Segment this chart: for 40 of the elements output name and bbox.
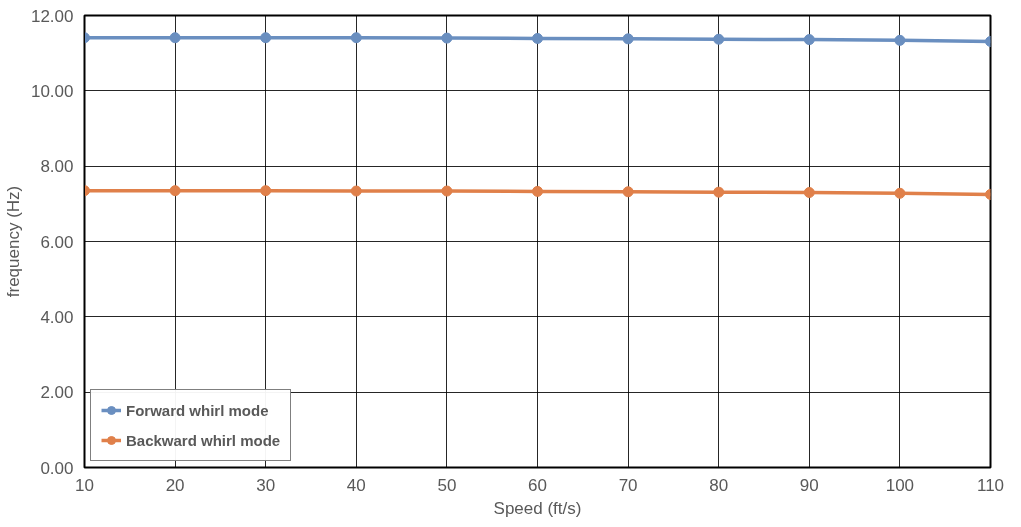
point — [622, 33, 634, 45]
y-tick-label: 2.00 — [40, 383, 74, 403]
point — [260, 185, 272, 197]
point — [894, 34, 906, 46]
point — [622, 186, 634, 198]
x-tick-label: 70 — [618, 475, 638, 495]
point — [803, 187, 815, 199]
y-tick-label: 6.00 — [40, 232, 74, 252]
y-tick-label: 12.00 — [30, 6, 74, 26]
y-tick-label: 4.00 — [40, 307, 74, 327]
x-tick-label: 90 — [799, 475, 819, 495]
x-tick-label: 50 — [437, 475, 457, 495]
point — [532, 32, 543, 44]
x-tick-label: 10 — [75, 475, 94, 495]
legend-label: Backward whirl mode — [126, 431, 281, 449]
point — [350, 32, 362, 44]
y-tick-label: 10.00 — [30, 81, 74, 101]
x-axis-title: Speed (ft/s) — [493, 498, 582, 518]
point — [894, 187, 906, 199]
point — [260, 32, 272, 44]
point — [532, 185, 543, 197]
x-tick-label: 100 — [885, 475, 915, 495]
y-tick-label: 0.00 — [40, 458, 74, 478]
point — [441, 185, 453, 197]
point — [441, 32, 453, 44]
x-tick-label: 20 — [165, 475, 185, 495]
x-tick-label: 60 — [528, 475, 547, 495]
x-tick-label: 110 — [976, 475, 1005, 495]
x-tick-label: 30 — [256, 475, 276, 495]
y-tick-label: 8.00 — [40, 157, 74, 177]
x-tick-label: 80 — [709, 475, 729, 495]
point — [169, 185, 181, 197]
point — [169, 32, 181, 44]
legend-label: Forward whirl mode — [126, 401, 269, 419]
point — [350, 185, 362, 197]
x-tick-label: 40 — [346, 475, 366, 495]
point — [803, 34, 815, 46]
point — [713, 33, 725, 45]
point — [713, 186, 725, 198]
y-axis-title: frequency (Hz) — [3, 185, 23, 298]
